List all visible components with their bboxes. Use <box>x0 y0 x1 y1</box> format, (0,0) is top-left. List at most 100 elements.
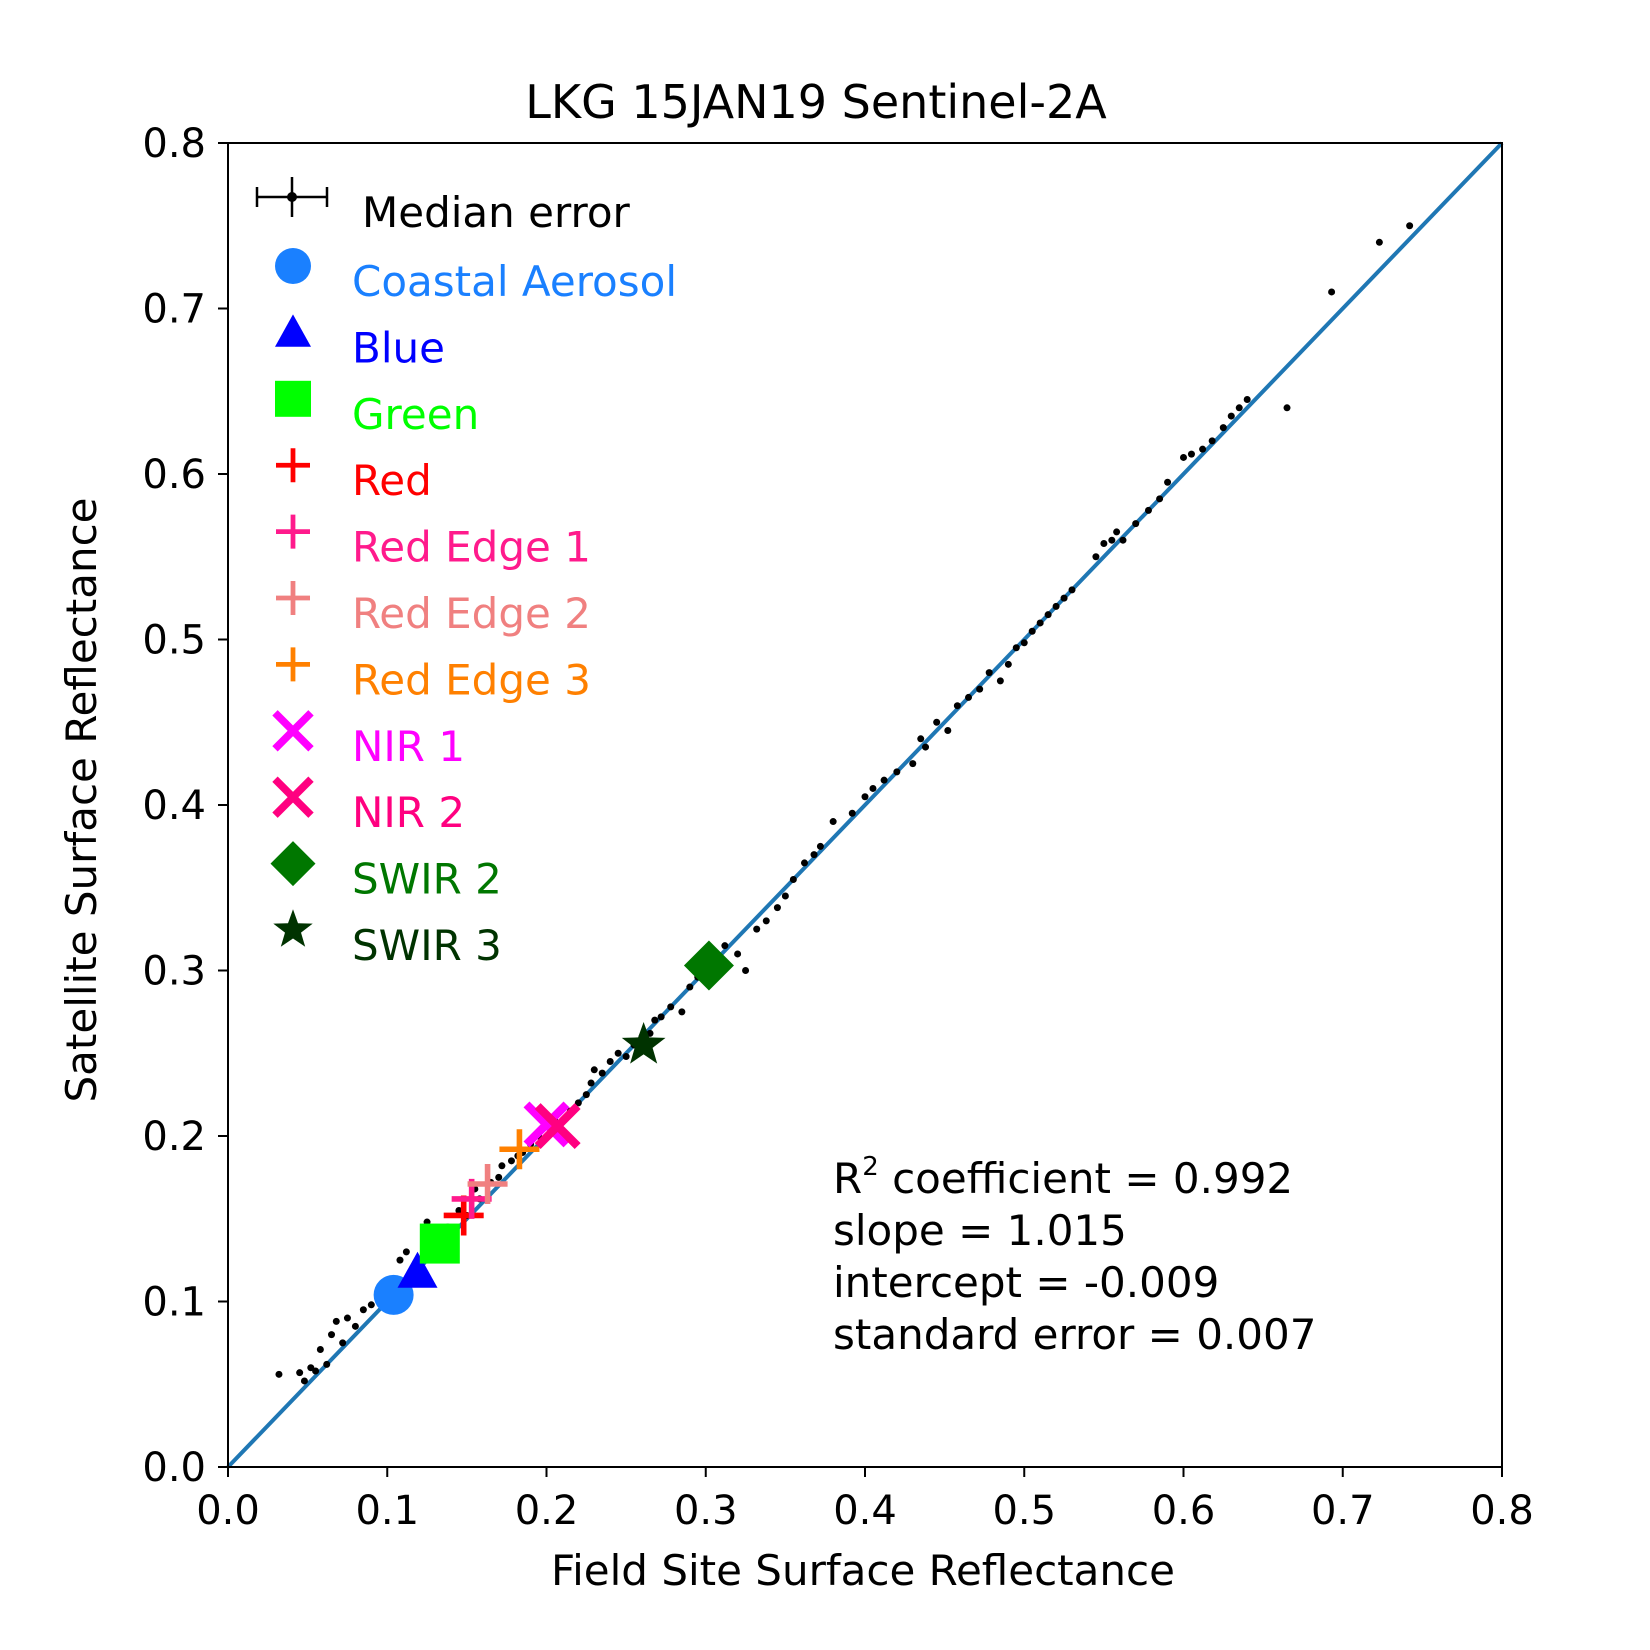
data-point <box>1036 619 1044 627</box>
data-point <box>848 809 856 817</box>
x-tick-label: 0.4 <box>833 1488 897 1534</box>
data-point <box>933 718 941 726</box>
band-marker-green <box>419 1223 460 1264</box>
data-point <box>909 760 917 768</box>
legend-label-swir-3: SWIR 3 <box>352 921 502 970</box>
data-point <box>339 1339 347 1347</box>
data-point <box>1060 594 1068 602</box>
x-tick-label: 0.7 <box>1311 1488 1375 1534</box>
data-point <box>351 1322 359 1330</box>
data-point <box>953 702 961 710</box>
data-point <box>622 1053 630 1061</box>
data-point <box>762 917 770 925</box>
stats-box: R2 coefficient = 0.992 slope = 1.015 int… <box>833 1152 1316 1359</box>
data-point <box>312 1367 320 1375</box>
legend: Median error Coastal Aerosol Blue Green Red R… <box>255 177 677 970</box>
data-point <box>861 793 869 801</box>
data-point <box>275 1370 283 1378</box>
data-point <box>1052 602 1060 610</box>
data-point <box>598 1069 606 1077</box>
y-tick-label: 0.2 <box>142 1114 206 1160</box>
x-tick-label: 0.3 <box>674 1488 738 1534</box>
data-point <box>922 743 930 751</box>
data-point <box>498 1162 506 1170</box>
legend-label-coastal-aerosol: Coastal Aerosol <box>352 257 677 306</box>
data-point <box>590 1066 598 1074</box>
data-point <box>1328 288 1336 296</box>
band-marker-blue <box>397 1251 438 1288</box>
stat-std-error: standard error = 0.007 <box>833 1310 1316 1359</box>
stat-r2-sup: 2 <box>862 1152 879 1182</box>
legend-marker-red-edge-2 <box>276 581 310 615</box>
legend-label-green: Green <box>352 390 479 439</box>
data-point <box>1044 611 1052 619</box>
band-marker-nir-1 <box>523 1101 570 1148</box>
legend-error-bar-dot <box>287 192 297 202</box>
legend-marker-nir-2 <box>272 776 314 818</box>
data-point <box>1219 424 1227 432</box>
data-point <box>810 851 818 859</box>
legend-marker-blue <box>275 314 311 347</box>
legend-label-red-edge-1: Red Edge 1 <box>352 523 591 572</box>
y-tick-label: 0.5 <box>142 618 206 664</box>
legend-label-nir-1: NIR 1 <box>352 722 465 771</box>
x-axis-label: Field Site Surface Reflectance <box>551 1546 1175 1595</box>
data-point <box>1235 404 1243 412</box>
data-point <box>1406 222 1414 230</box>
data-point <box>323 1360 331 1368</box>
legend-label-red-edge-3: Red Edge 3 <box>352 655 591 704</box>
data-point <box>1012 644 1020 652</box>
data-point <box>300 1377 308 1385</box>
data-point <box>507 1157 515 1165</box>
band-marker-red <box>443 1195 484 1236</box>
data-point <box>1068 586 1076 594</box>
legend-marker-swir-2 <box>270 841 316 887</box>
band-marker-red-edge-2 <box>467 1163 508 1204</box>
data-point <box>1144 506 1152 514</box>
data-point <box>328 1331 336 1339</box>
data-point <box>1119 536 1127 544</box>
legend-marker-nir-1 <box>272 710 314 752</box>
data-point <box>829 818 837 826</box>
y-tick-label: 0.4 <box>142 783 206 829</box>
band-marker-nir-2 <box>534 1103 581 1150</box>
data-point <box>332 1317 340 1325</box>
data-point <box>880 776 888 784</box>
data-point <box>781 892 789 900</box>
band-marker-swir-2 <box>683 940 734 991</box>
data-point <box>721 942 729 950</box>
data-point <box>893 768 901 776</box>
data-point <box>402 1248 410 1256</box>
stat-r2: R2 coefficient = 0.992 <box>833 1152 1293 1203</box>
data-point <box>917 735 925 743</box>
data-point <box>816 842 824 850</box>
data-point <box>495 1173 503 1181</box>
data-point <box>1100 540 1108 548</box>
data-point <box>359 1306 367 1314</box>
data-point <box>1020 639 1028 647</box>
data-point <box>574 1099 582 1107</box>
plot-area <box>226 141 1504 1469</box>
legend-marker-green <box>275 380 311 417</box>
data-point <box>1164 478 1172 486</box>
data-point <box>996 677 1004 685</box>
data-point <box>343 1314 351 1322</box>
data-point <box>1199 445 1207 453</box>
data-point <box>396 1256 404 1264</box>
data-point <box>1180 453 1187 461</box>
stat-intercept: intercept = -0.009 <box>833 1258 1219 1307</box>
stat-slope: slope = 1.015 <box>833 1206 1127 1255</box>
data-point <box>1108 536 1116 544</box>
data-point <box>742 967 750 974</box>
data-point <box>657 1013 665 1021</box>
data-point <box>734 950 742 958</box>
data-point <box>1243 396 1251 404</box>
plot-frame <box>227 142 1503 1468</box>
data-point <box>1187 450 1195 458</box>
data-point <box>606 1058 614 1066</box>
data-point <box>965 693 973 701</box>
y-tick-label: 0.6 <box>142 452 206 498</box>
data-point <box>316 1345 324 1353</box>
legend-marker-coastal-aerosol <box>275 248 311 284</box>
data-point <box>667 1003 675 1011</box>
